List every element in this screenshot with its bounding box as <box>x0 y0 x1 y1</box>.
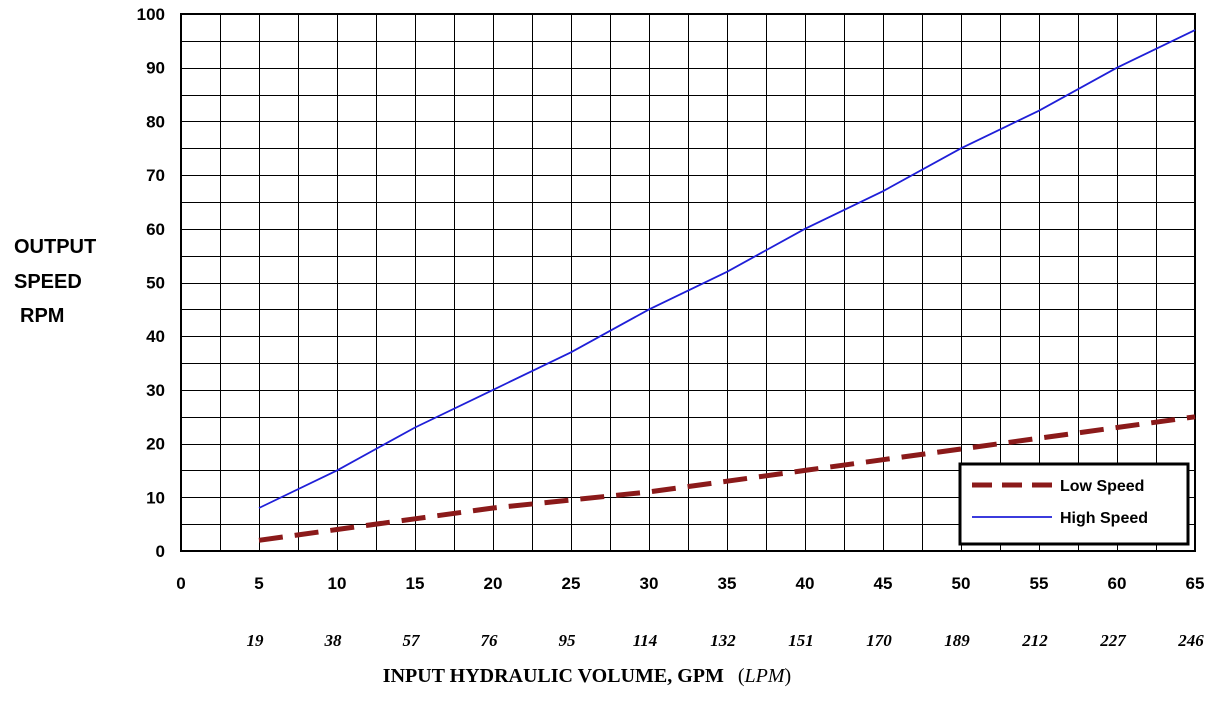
lpm-tick-label: 212 <box>1021 631 1048 650</box>
y-axis-title-line3: RPM <box>20 305 64 327</box>
y-tick-label: 10 <box>146 488 165 507</box>
y-tick-label: 30 <box>146 381 165 400</box>
y-tick-label: 20 <box>146 435 165 454</box>
x-axis-title-close: ) <box>785 665 792 687</box>
x-tick-label: 10 <box>328 574 347 593</box>
lpm-tick-label: 114 <box>633 631 658 650</box>
lpm-tick-label: 38 <box>324 631 343 650</box>
lpm-tick-label: 19 <box>247 631 265 650</box>
y-tick-label: 0 <box>156 542 165 561</box>
legend: Low Speed High Speed <box>958 462 1190 546</box>
y-tick-label: 100 <box>137 5 165 24</box>
plot-area <box>180 13 1196 552</box>
lpm-tick-label: 227 <box>1099 631 1127 650</box>
x-axis-title-main: INPUT HYDRAULIC VOLUME, GPM <box>383 665 724 687</box>
x-tick-label: 60 <box>1108 574 1127 593</box>
lpm-tick-label: 246 <box>1177 631 1204 650</box>
x-axis-title-open: ( <box>738 665 745 687</box>
x-axis-title-unit: LPM <box>744 665 786 687</box>
legend-low-speed-label: Low Speed <box>1060 478 1144 495</box>
series-line-high-speed <box>258 29 1196 509</box>
lpm-tick-label: 76 <box>481 631 499 650</box>
x-tick-label: 65 <box>1186 574 1205 593</box>
x-tick-label: 50 <box>952 574 971 593</box>
x-tick-label: 45 <box>874 574 893 593</box>
x-tick-labels: 0 5 10 15 20 25 30 35 40 45 50 55 60 65 <box>176 574 1204 593</box>
x-tick-label: 20 <box>484 574 503 593</box>
lpm-tick-labels: 19 38 57 76 95 114 132 151 170 189 212 227 246 <box>247 631 1205 650</box>
series-line-low-speed <box>258 414 1196 543</box>
x-tick-label: 30 <box>640 574 659 593</box>
lpm-tick-label: 151 <box>788 631 814 650</box>
y-tick-label: 60 <box>146 220 165 239</box>
lpm-tick-label: 170 <box>866 631 892 650</box>
lpm-tick-label: 95 <box>559 631 577 650</box>
y-tick-label: 90 <box>146 59 165 78</box>
y-tick-labels: 0 10 20 30 40 50 60 70 80 90 100 <box>137 5 165 561</box>
y-axis-title-line2: SPEED <box>14 271 82 293</box>
y-tick-label: 80 <box>146 112 165 131</box>
legend-high-speed-label: High Speed <box>1060 510 1148 527</box>
x-tick-label: 40 <box>796 574 815 593</box>
series <box>258 29 1196 543</box>
y-axis-title: OUTPUT SPEED RPM <box>14 236 96 327</box>
y-tick-label: 40 <box>146 327 165 346</box>
x-tick-label: 0 <box>176 574 185 593</box>
x-axis-title: INPUT HYDRAULIC VOLUME, GPM (LPM) <box>383 665 791 687</box>
x-tick-label: 35 <box>718 574 737 593</box>
x-tick-label: 5 <box>254 574 263 593</box>
y-tick-label: 50 <box>146 274 165 293</box>
lpm-tick-label: 132 <box>710 631 736 650</box>
lpm-tick-label: 57 <box>403 631 422 650</box>
grid <box>181 14 1195 551</box>
x-tick-label: 55 <box>1030 574 1049 593</box>
x-tick-label: 15 <box>406 574 425 593</box>
lpm-tick-label: 189 <box>944 631 970 650</box>
y-axis-title-line1: OUTPUT <box>14 236 96 258</box>
x-tick-label: 25 <box>562 574 581 593</box>
legend-box <box>958 462 1190 546</box>
y-tick-label: 70 <box>146 166 165 185</box>
